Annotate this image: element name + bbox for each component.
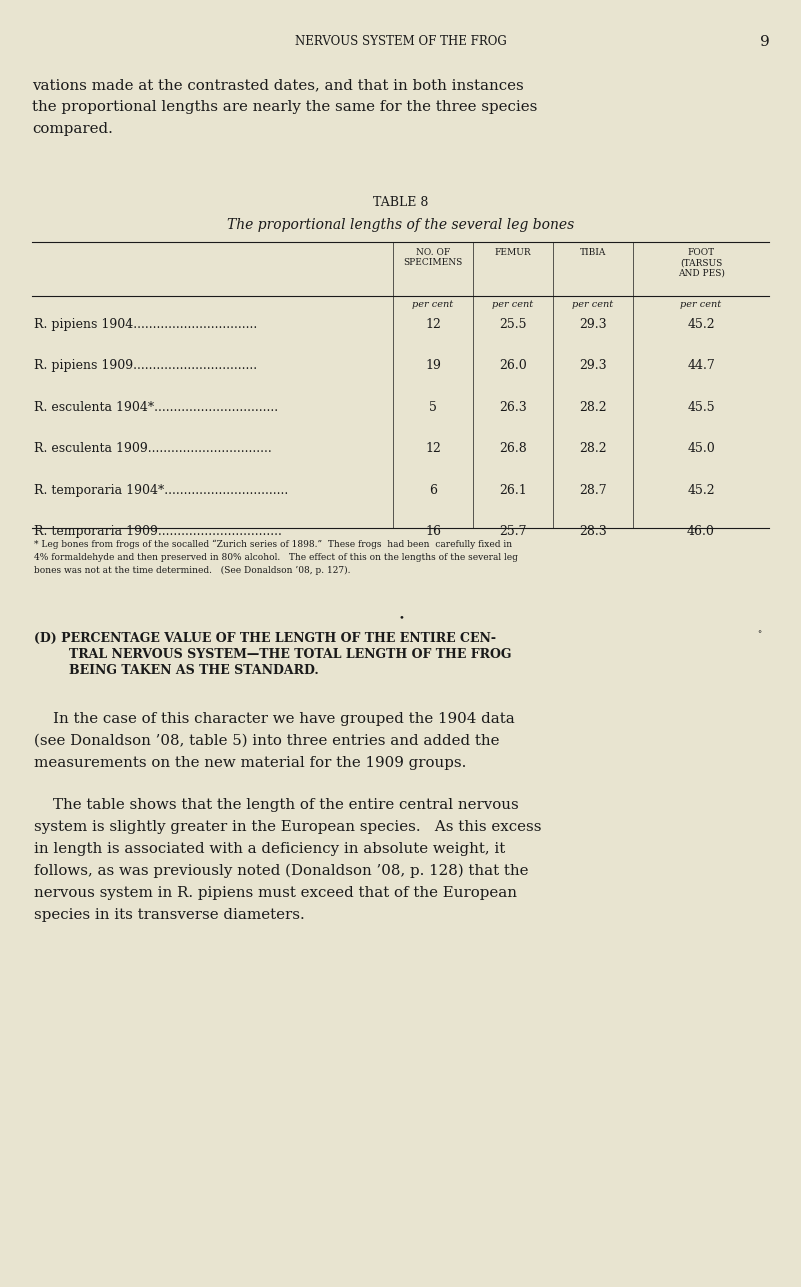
Text: 45.2: 45.2 — [687, 484, 714, 497]
Text: 9: 9 — [760, 35, 770, 49]
Text: 28.3: 28.3 — [579, 525, 607, 538]
Text: 6: 6 — [429, 484, 437, 497]
Text: per cent: per cent — [493, 300, 533, 309]
Text: NO. OF
SPECIMENS: NO. OF SPECIMENS — [404, 248, 463, 268]
Text: 26.8: 26.8 — [499, 443, 527, 456]
Text: The proportional lengths of the several leg bones: The proportional lengths of the several … — [227, 218, 574, 232]
Text: 29.3: 29.3 — [579, 318, 607, 331]
Text: per cent: per cent — [680, 300, 722, 309]
Text: (D) PERCENTAGE VALUE OF THE LENGTH OF THE ENTIRE CEN-: (D) PERCENTAGE VALUE OF THE LENGTH OF TH… — [34, 632, 496, 645]
Text: follows, as was previously noted (Donaldson ’08, p. 128) that the: follows, as was previously noted (Donald… — [34, 864, 529, 879]
Text: 45.2: 45.2 — [687, 318, 714, 331]
Text: compared.: compared. — [32, 122, 113, 136]
Text: R. esculenta 1904*................................: R. esculenta 1904*......................… — [34, 400, 278, 414]
Text: per cent: per cent — [413, 300, 453, 309]
Text: (see Donaldson ’08, table 5) into three entries and added the: (see Donaldson ’08, table 5) into three … — [34, 734, 500, 748]
Text: R. pipiens 1909................................: R. pipiens 1909.........................… — [34, 359, 257, 372]
Text: system is slightly greater in the European species.   As this excess: system is slightly greater in the Europe… — [34, 820, 541, 834]
Text: species in its transverse diameters.: species in its transverse diameters. — [34, 909, 304, 921]
Text: 29.3: 29.3 — [579, 359, 607, 372]
Text: 4% formaldehyde and then preserved in 80% alcohol.   The effect of this on the l: 4% formaldehyde and then preserved in 80… — [34, 553, 518, 562]
Text: measurements on the new material for the 1909 groups.: measurements on the new material for the… — [34, 755, 466, 770]
Text: R. esculenta 1909................................: R. esculenta 1909.......................… — [34, 443, 272, 456]
Text: BEING TAKEN AS THE STANDARD.: BEING TAKEN AS THE STANDARD. — [34, 664, 319, 677]
Text: R. pipiens 1904................................: R. pipiens 1904.........................… — [34, 318, 257, 331]
Text: 45.0: 45.0 — [687, 443, 714, 456]
Text: TABLE 8: TABLE 8 — [373, 196, 429, 208]
Text: 26.1: 26.1 — [499, 484, 527, 497]
Text: 26.3: 26.3 — [499, 400, 527, 414]
Text: 46.0: 46.0 — [687, 525, 715, 538]
Text: vations made at the contrasted dates, and that in both instances: vations made at the contrasted dates, an… — [32, 79, 524, 91]
Text: 44.7: 44.7 — [687, 359, 714, 372]
Text: TRAL NERVOUS SYSTEM—THE TOTAL LENGTH OF THE FROG: TRAL NERVOUS SYSTEM—THE TOTAL LENGTH OF … — [34, 647, 512, 662]
Text: °: ° — [757, 631, 761, 638]
Text: * Leg bones from frogs of the socalled “Zurich series of 1898.”  These frogs  ha: * Leg bones from frogs of the socalled “… — [34, 541, 512, 550]
Text: 25.7: 25.7 — [499, 525, 527, 538]
Text: per cent: per cent — [573, 300, 614, 309]
Text: 12: 12 — [425, 318, 441, 331]
Text: NERVOUS SYSTEM OF THE FROG: NERVOUS SYSTEM OF THE FROG — [295, 35, 507, 48]
Text: In the case of this character we have grouped the 1904 data: In the case of this character we have gr… — [34, 712, 515, 726]
Text: 28.7: 28.7 — [579, 484, 607, 497]
Text: bones was not at the time determined.   (See Donaldson ’08, p. 127).: bones was not at the time determined. (S… — [34, 566, 351, 575]
Text: the proportional lengths are nearly the same for the three species: the proportional lengths are nearly the … — [32, 100, 537, 115]
Text: 5: 5 — [429, 400, 437, 414]
Text: FEMUR: FEMUR — [495, 248, 531, 257]
Text: R. temporaria 1904*................................: R. temporaria 1904*.....................… — [34, 484, 288, 497]
Text: 26.0: 26.0 — [499, 359, 527, 372]
Text: 28.2: 28.2 — [579, 443, 607, 456]
Text: The table shows that the length of the entire central nervous: The table shows that the length of the e… — [34, 798, 519, 812]
Text: 16: 16 — [425, 525, 441, 538]
Text: 25.5: 25.5 — [499, 318, 527, 331]
Text: 19: 19 — [425, 359, 441, 372]
Text: 12: 12 — [425, 443, 441, 456]
Text: 28.2: 28.2 — [579, 400, 607, 414]
Text: nervous system in R. pipiens must exceed that of the European: nervous system in R. pipiens must exceed… — [34, 885, 517, 900]
Text: R. temporaria 1909................................: R. temporaria 1909......................… — [34, 525, 282, 538]
Text: FOOT
(TARSUS
AND PES): FOOT (TARSUS AND PES) — [678, 248, 724, 278]
Text: 45.5: 45.5 — [687, 400, 714, 414]
Text: TIBIA: TIBIA — [580, 248, 606, 257]
Text: in length is associated with a deficiency in absolute weight, it: in length is associated with a deficienc… — [34, 842, 505, 856]
Text: •: • — [398, 613, 404, 622]
